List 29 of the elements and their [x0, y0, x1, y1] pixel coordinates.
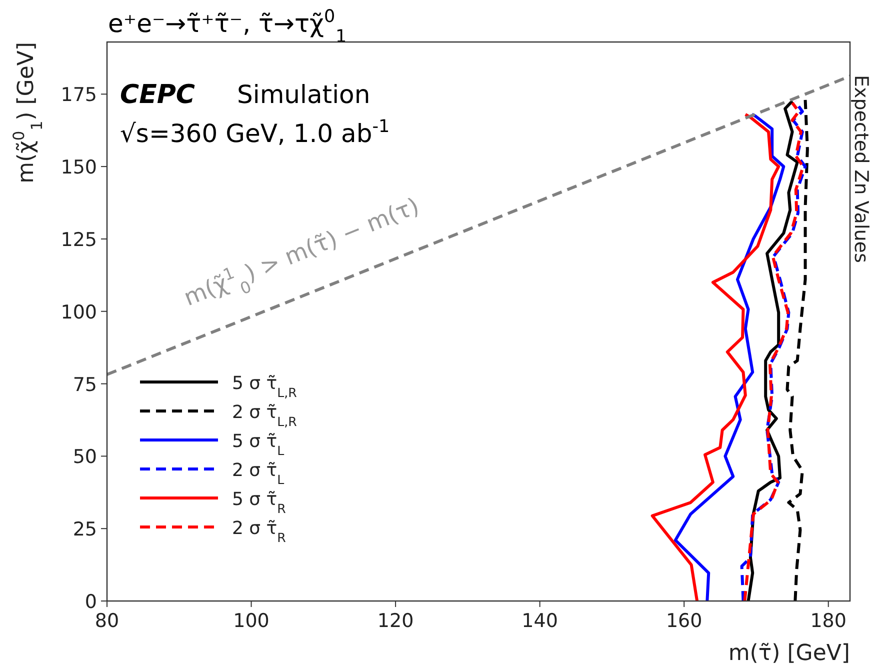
line-series	[786, 98, 809, 601]
x-tick-label: 180	[810, 610, 846, 632]
annotation: CEPC	[120, 80, 195, 110]
x-tick-label: 140	[522, 610, 558, 632]
annotation: √s=360 GeV, 1.0 ab$^{-1}$	[120, 117, 390, 148]
y-tick-label: 50	[72, 446, 97, 468]
x-tick-label: 120	[377, 610, 414, 632]
x-tick-label: 160	[666, 610, 702, 632]
line-series	[674, 112, 786, 601]
y-tick-label: 100	[60, 301, 97, 324]
legend-label: 2 σ τ̃$_{R}$	[232, 518, 286, 544]
x-axis-title: m(τ̃) [GeV]	[728, 641, 850, 666]
y-tick-label: 125	[60, 228, 97, 251]
legend-label: 5 σ τ̃$_{R}$	[232, 489, 286, 516]
legend-label: 5 σ τ̃$_{L}$	[232, 431, 284, 458]
y-tick-label: 0	[84, 591, 97, 613]
annotation: Simulation	[237, 80, 370, 109]
legend-label: 5 σ τ̃$_{L,R}$	[232, 373, 298, 400]
x-tick-label: 100	[233, 610, 270, 632]
y-tick-label: 25	[72, 518, 97, 541]
y-tick-label: 175	[60, 84, 97, 106]
x-tick-label: 80	[94, 610, 120, 632]
line-series	[746, 100, 799, 601]
y-tick-label: 75	[72, 374, 97, 396]
legend-label: 2 σ τ̃$_{L}$	[232, 460, 284, 486]
line-series	[650, 112, 780, 601]
y-tick-label: 150	[60, 156, 97, 179]
text: Expected Zn Values	[850, 75, 872, 263]
legend-label: 2 σ τ̃$_{L,R}$	[232, 402, 298, 428]
